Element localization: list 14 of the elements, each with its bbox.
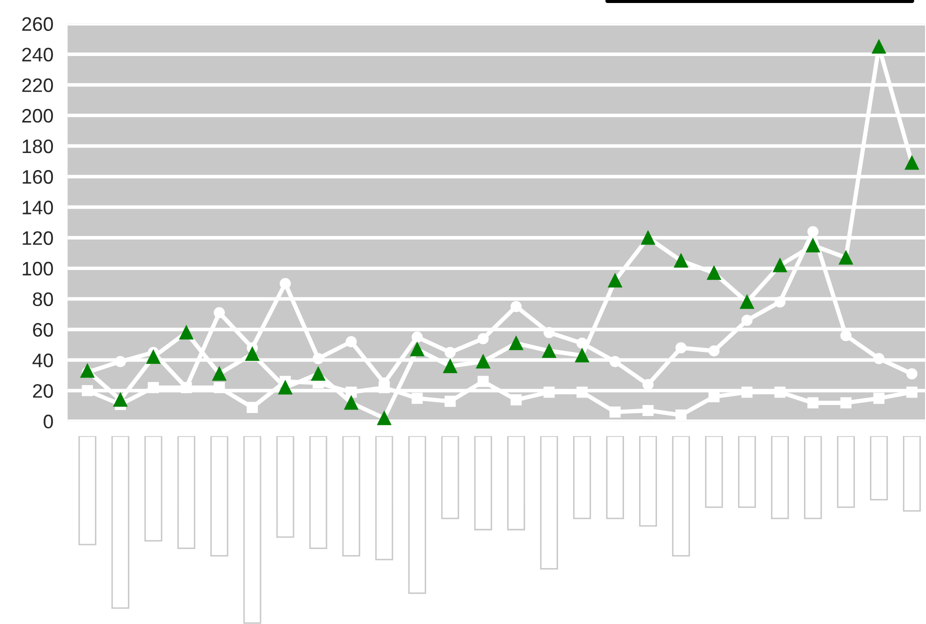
- y-tick-label: 20: [33, 384, 53, 398]
- y-tick-label: 240: [22, 48, 53, 62]
- y-tick-label: 160: [22, 170, 53, 184]
- y-tick-label: 0: [44, 414, 53, 428]
- y-tick-label: 220: [22, 78, 53, 92]
- y-tick-label: 40: [32, 354, 53, 368]
- y-tick-label: 60: [33, 322, 53, 337]
- y-tick-label: 80: [32, 292, 53, 306]
- y-tick-label: 200: [22, 108, 53, 123]
- y-tick-label: 120: [22, 231, 53, 245]
- y-tick-label: 180: [22, 139, 53, 154]
- y-tick-label: 100: [22, 262, 53, 276]
- y-tick-label: 140: [22, 200, 53, 214]
- y-tick-label: 260: [22, 17, 53, 31]
